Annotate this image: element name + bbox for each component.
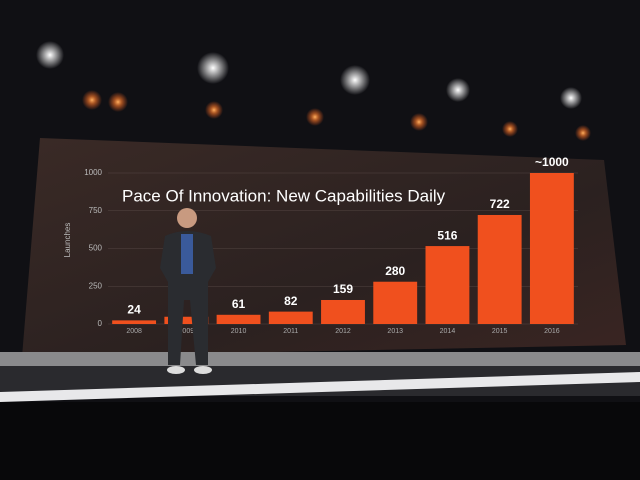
y-tick-label: 500 <box>89 244 103 253</box>
chart: Pace Of Innovation: New Capabilities Dai… <box>63 155 578 335</box>
value-label: 82 <box>284 294 298 308</box>
x-tick-label: 2014 <box>440 328 456 335</box>
bar <box>425 246 470 324</box>
bar <box>529 173 574 324</box>
bar <box>321 299 365 324</box>
value-label: 159 <box>333 282 353 296</box>
x-tick-label: 2010 <box>231 328 247 335</box>
value-label: 280 <box>385 264 405 278</box>
x-tick-label: 2012 <box>335 328 351 335</box>
x-tick-label: 2013 <box>387 328 403 335</box>
y-tick-label: 1000 <box>84 168 102 177</box>
y-tick-label: 750 <box>89 206 103 215</box>
value-label: 24 <box>127 303 141 317</box>
y-tick-label: 250 <box>89 281 103 290</box>
y-axis-label: Launches <box>63 223 72 258</box>
x-tick-label: 2016 <box>544 328 560 335</box>
bar <box>164 316 209 324</box>
value-label: 61 <box>232 297 246 311</box>
bar <box>216 314 261 324</box>
x-tick-label: 2009 <box>179 328 195 335</box>
x-tick-label: 2015 <box>492 328 508 335</box>
value-label: 516 <box>437 228 457 242</box>
stage-front <box>0 402 640 480</box>
bar <box>477 214 522 324</box>
presenter <box>160 208 216 374</box>
chart-title: Pace Of Innovation: New Capabilities Dai… <box>122 186 446 205</box>
bar <box>112 320 157 324</box>
stage-lights <box>36 41 591 141</box>
bar <box>268 311 313 324</box>
stage-strip <box>0 372 640 402</box>
x-tick-label: 2011 <box>283 328 298 335</box>
y-tick-label: 0 <box>98 319 103 328</box>
bar <box>373 281 418 324</box>
stage-edge <box>0 352 640 366</box>
value-label: 722 <box>490 197 510 211</box>
value-label: ~1000 <box>535 155 569 169</box>
x-tick-label: 2008 <box>126 328 142 335</box>
